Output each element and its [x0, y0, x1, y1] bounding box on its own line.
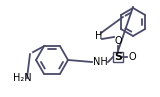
Bar	[113, 52, 123, 62]
Text: S: S	[114, 52, 122, 62]
Text: O: O	[128, 52, 136, 62]
Text: O: O	[114, 36, 122, 46]
Text: NH: NH	[93, 57, 107, 67]
Text: H: H	[95, 31, 103, 41]
Text: H₂N: H₂N	[13, 73, 32, 83]
